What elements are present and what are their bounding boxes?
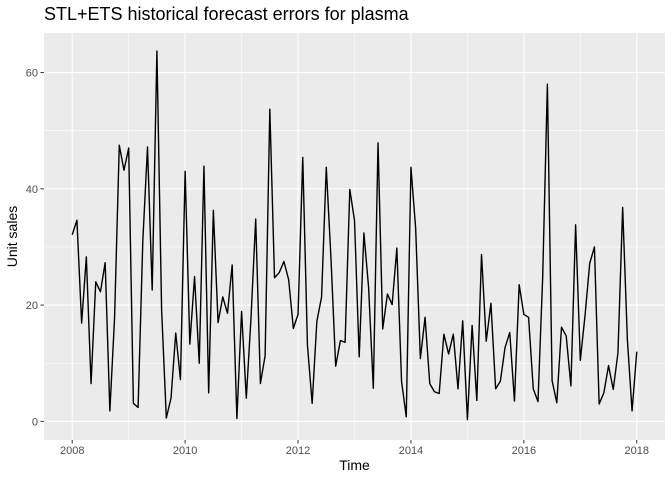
x-tick-label: 2014 (399, 445, 423, 457)
x-tick-label: 2016 (512, 445, 536, 457)
y-tick-label: 0 (32, 416, 38, 428)
axes: 2008 2010 2012 2014 2016 2018 0 20 40 60 (26, 68, 649, 457)
y-tick-label: 20 (26, 300, 38, 312)
y-axis-title: Unit sales (4, 206, 20, 267)
y-tick-label: 40 (26, 184, 38, 196)
chart-title: STL+ETS historical forecast errors for p… (44, 4, 410, 24)
y-tick-label: 60 (26, 68, 38, 80)
x-tick-label: 2008 (60, 445, 84, 457)
series-line (71, 50, 638, 421)
grid-lines (44, 33, 665, 440)
x-tick-label: 2018 (625, 445, 649, 457)
x-axis-title: Time (339, 457, 370, 473)
x-tick-label: 2012 (286, 445, 310, 457)
x-tick-label: 2010 (173, 445, 197, 457)
